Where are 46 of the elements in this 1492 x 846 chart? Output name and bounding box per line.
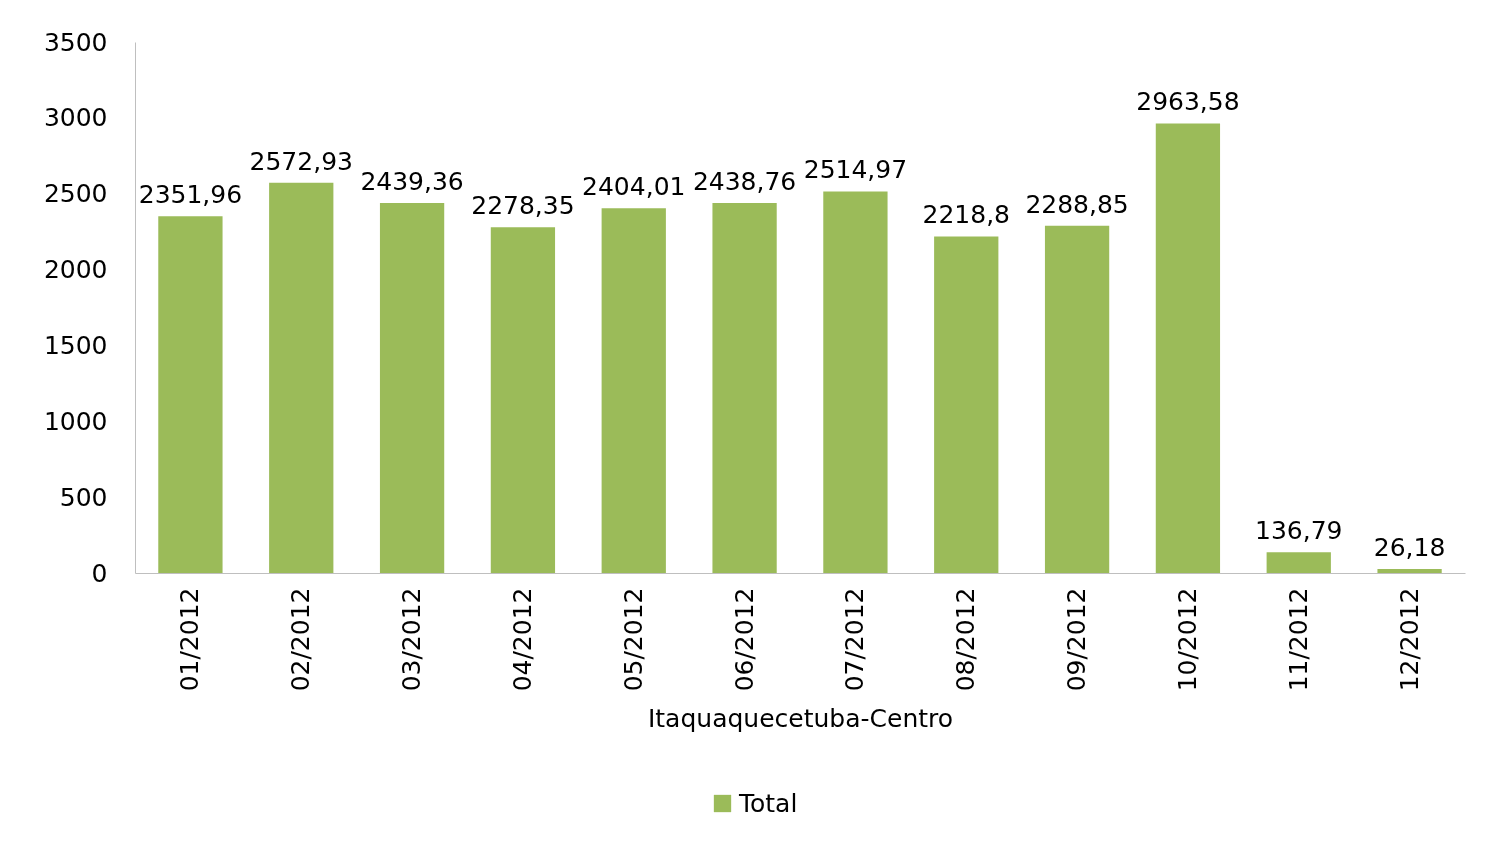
x-tick-label: 05/2012 bbox=[618, 587, 648, 692]
x-tick-label: 12/2012 bbox=[1394, 587, 1424, 692]
bar bbox=[158, 216, 223, 573]
x-axis-title: Itaquaquecetuba-Centro bbox=[647, 704, 954, 734]
y-tick-label: 2000 bbox=[43, 255, 108, 285]
bar bbox=[1266, 552, 1331, 573]
x-tick-label: 06/2012 bbox=[729, 587, 759, 692]
y-tick-label: 0 bbox=[91, 558, 108, 588]
y-tick-label: 2500 bbox=[43, 179, 108, 209]
x-tick-label: 03/2012 bbox=[397, 587, 427, 692]
data-label: 136,79 bbox=[1255, 516, 1343, 546]
bar bbox=[379, 202, 445, 573]
x-tick-label: 07/2012 bbox=[840, 587, 870, 692]
data-label: 2404,01 bbox=[582, 172, 686, 202]
y-tick-label: 500 bbox=[59, 482, 108, 512]
bar bbox=[1155, 123, 1221, 573]
bar bbox=[1044, 225, 1110, 573]
x-tick-label: 08/2012 bbox=[951, 587, 981, 692]
data-label: 2438,76 bbox=[692, 167, 797, 197]
bar bbox=[490, 227, 556, 573]
bar bbox=[1377, 569, 1442, 573]
y-tick-label: 1500 bbox=[43, 330, 108, 360]
bar bbox=[601, 208, 666, 573]
x-tick-label: 01/2012 bbox=[175, 587, 205, 692]
data-label: 2351,96 bbox=[138, 180, 243, 210]
x-tick-label: 10/2012 bbox=[1172, 587, 1202, 692]
data-label: 2514,97 bbox=[803, 155, 908, 185]
data-label: 2963,58 bbox=[1136, 87, 1240, 117]
x-tick-label: 11/2012 bbox=[1283, 587, 1313, 692]
y-tick-label: 3000 bbox=[43, 103, 108, 133]
data-label: 2572,93 bbox=[249, 146, 353, 176]
bar bbox=[823, 191, 888, 573]
bar bbox=[269, 182, 334, 573]
data-label: 2439,36 bbox=[360, 166, 464, 196]
data-label: 2278,35 bbox=[471, 191, 575, 221]
x-tick-label: 09/2012 bbox=[1062, 587, 1092, 692]
data-label: 2218,8 bbox=[922, 200, 1010, 230]
x-tick-label: 02/2012 bbox=[286, 587, 316, 692]
data-label: 2288,85 bbox=[1025, 189, 1129, 219]
data-label: 26,18 bbox=[1373, 533, 1446, 563]
bar bbox=[712, 203, 777, 573]
legend-label: Total bbox=[738, 788, 798, 818]
bar bbox=[934, 236, 999, 573]
y-tick-label: 1000 bbox=[43, 406, 108, 436]
y-tick-label: 3500 bbox=[43, 27, 108, 57]
x-tick-label: 04/2012 bbox=[507, 587, 537, 692]
